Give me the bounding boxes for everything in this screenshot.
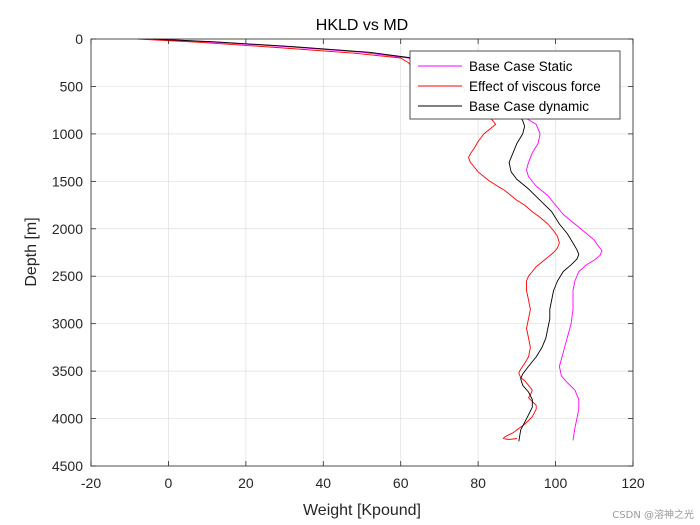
y-axis-label: Depth [m] (23, 217, 40, 286)
x-tick-label: 80 (470, 475, 486, 491)
x-tick-label: 120 (621, 475, 645, 491)
y-tick-label: 1500 (52, 173, 83, 189)
legend-box (409, 50, 621, 120)
x-axis-label: Weight [Kpound] (303, 502, 421, 519)
legend-label: Base Case Static (469, 59, 573, 74)
y-tick-label: 2500 (52, 268, 83, 284)
y-tick-label: 500 (60, 78, 84, 94)
tick-layer: -20 0 20 40 60 80 100 120 0 500 1000 1500 2000 2500 30… (52, 31, 645, 491)
x-tick-label: 0 (165, 475, 173, 491)
x-tick-label: 100 (544, 475, 568, 491)
x-tick-label: 40 (315, 475, 331, 491)
legend-label: Base Case dynamic (469, 99, 589, 114)
x-tick-label: 60 (393, 475, 409, 491)
plot-frame (90, 38, 634, 467)
y-tick-label: 0 (75, 31, 83, 47)
x-tick-label: -20 (81, 475, 101, 491)
y-tick-label: 4500 (52, 458, 83, 474)
legend-label: Effect of viscous force (469, 79, 601, 94)
legend: Base Case Static Effect of viscous force B… (409, 50, 621, 120)
y-tick-label: 4000 (52, 411, 83, 427)
y-tick-label: 1000 (52, 126, 83, 142)
y-tick-label: 3000 (52, 316, 83, 332)
y-tick-label: 3500 (52, 363, 83, 379)
chart-title: HKLD vs MD (316, 17, 408, 34)
watermark: CSDN @溶神之光 (612, 510, 694, 521)
x-tick-label: 20 (238, 475, 254, 491)
y-tick-label: 2000 (52, 221, 83, 237)
